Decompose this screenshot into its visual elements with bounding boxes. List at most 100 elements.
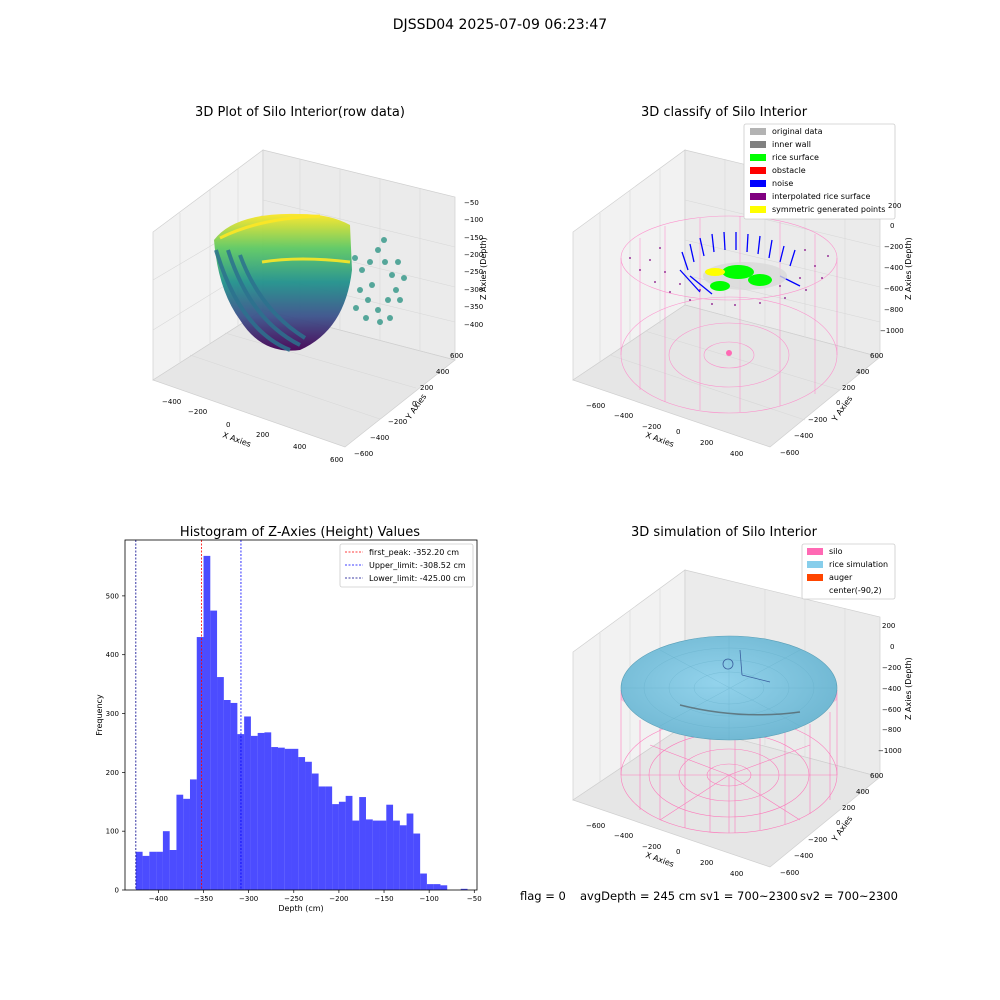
svg-text:−100: −100	[464, 216, 483, 224]
histogram-bar	[142, 855, 150, 890]
histogram-bar	[372, 820, 380, 890]
sim-y-label: Y Axies	[830, 814, 855, 844]
sim-x-ticks: −600 −400 −200 0 200 400	[586, 822, 743, 878]
panel-raw-3d: 3D Plot of Silo Interior(row data)	[152, 105, 488, 464]
raw-z-ticks: −50 −100 −150 −200 −250 −300 −350 −400	[464, 199, 483, 329]
svg-text:−200: −200	[188, 408, 207, 416]
histogram-bar	[217, 677, 224, 890]
svg-text:200: 200	[420, 384, 433, 392]
svg-text:−600: −600	[884, 285, 903, 293]
classify-symmetric-points	[705, 268, 725, 276]
y-tick-label: 200	[106, 769, 119, 777]
sim-rice-mesh	[621, 636, 837, 740]
classify-interpolated-points	[629, 247, 829, 306]
legend-swatch	[750, 141, 766, 148]
histogram-bar	[257, 732, 265, 890]
svg-text:−400: −400	[794, 432, 813, 440]
panel-classify-title: 3D classify of Silo Interior	[641, 105, 808, 120]
footer-flag: flag = 0	[520, 889, 566, 903]
svg-text:−200: −200	[642, 843, 661, 851]
svg-text:400: 400	[856, 368, 869, 376]
histogram-bar	[345, 795, 353, 890]
legend-swatch	[750, 167, 766, 174]
histogram-bar	[244, 716, 251, 890]
svg-text:−400: −400	[162, 398, 181, 406]
svg-text:200: 200	[256, 431, 269, 439]
legend-label: interpolated rice surface	[772, 192, 870, 201]
histogram-bar	[264, 732, 272, 890]
histogram-bar	[399, 825, 407, 890]
svg-text:200: 200	[888, 202, 901, 210]
x-tick-label: −200	[329, 895, 348, 903]
legend-label: inner wall	[772, 140, 811, 149]
svg-text:−400: −400	[614, 832, 633, 840]
svg-text:200: 200	[700, 439, 713, 447]
raw-z-label: Z Axies (Depth)	[479, 237, 488, 300]
sim-y-ticks: −600 −400 −200 0 200 400 600	[780, 772, 883, 877]
svg-text:−1000: −1000	[878, 747, 902, 755]
svg-text:−50: −50	[464, 199, 479, 207]
footer-sv1: sv1 = 700~2300	[700, 889, 798, 903]
sim-rice-depression	[679, 704, 801, 716]
sim-x-label: X Axies	[644, 850, 675, 869]
svg-text:200: 200	[700, 859, 713, 867]
sim-auger	[722, 649, 771, 683]
histogram-bar	[298, 757, 306, 890]
histogram-title: Histogram of Z-Axies (Height) Values	[180, 525, 420, 540]
svg-text:−200: −200	[642, 423, 661, 431]
sim-z-ticks: 200 0 −200 −400 −600 −800 −1000	[878, 622, 902, 755]
raw-y-ticks: −600 −400 −200 0 200 400 600	[354, 352, 463, 458]
legend-swatch	[750, 206, 766, 213]
svg-text:0: 0	[890, 643, 894, 651]
histogram-bar	[277, 747, 285, 890]
histogram-bars	[135, 555, 468, 890]
svg-text:400: 400	[436, 368, 449, 376]
histogram-bar	[359, 797, 366, 890]
footer-avg-depth: avgDepth = 245 cm	[580, 889, 697, 903]
svg-text:600: 600	[870, 352, 883, 360]
svg-text:−600: −600	[586, 402, 605, 410]
histogram-bar	[318, 786, 326, 890]
histogram-bar	[250, 735, 258, 890]
histogram-bar	[433, 884, 441, 890]
legend-label-lower-limit: Lower_limit: -425.00 cm	[369, 574, 466, 583]
histogram-bar	[183, 798, 190, 890]
histogram-bar	[210, 610, 218, 890]
svg-text:200: 200	[842, 384, 855, 392]
histogram-bar	[332, 804, 339, 890]
histogram-bar	[203, 555, 211, 890]
histogram-y-ticks: 0 100 200 300 400 500	[106, 592, 125, 895]
histogram-bar	[271, 747, 278, 890]
histogram-bar	[305, 761, 312, 890]
legend-label-first-peak: first_peak: -352.20 cm	[369, 548, 459, 557]
y-tick-label: 100	[106, 828, 119, 836]
legend-label: silo	[829, 547, 843, 556]
svg-text:600: 600	[330, 456, 343, 464]
x-tick-label: −50	[467, 895, 482, 903]
classify-noise-points	[679, 231, 801, 295]
svg-text:−200: −200	[808, 836, 827, 844]
svg-text:−250: −250	[464, 268, 483, 276]
histogram-bar	[291, 748, 299, 890]
histogram-frame	[124, 539, 478, 891]
histogram-vlines	[135, 540, 242, 890]
svg-text:−400: −400	[370, 434, 389, 442]
classify-y-ticks: −600 −400 −200 0 200 400 600	[780, 352, 883, 457]
svg-text:200: 200	[842, 804, 855, 812]
histogram-bar	[176, 794, 184, 890]
svg-text:−200: −200	[464, 251, 483, 259]
svg-text:−350: −350	[464, 303, 483, 311]
legend-swatch	[807, 561, 823, 568]
legend-label: center(-90,2)	[829, 586, 882, 595]
histogram-bar	[413, 833, 421, 890]
footer-sv2: sv2 = 700~2300	[800, 889, 898, 903]
svg-text:−400: −400	[464, 321, 483, 329]
svg-text:400: 400	[730, 870, 743, 878]
histogram-bar	[325, 786, 333, 890]
panel-classify-3d: 3D classify of Silo Interior	[572, 105, 913, 458]
histogram-bar	[406, 813, 414, 890]
classify-legend: original data inner wall rice surface ob…	[743, 123, 896, 220]
histogram-bar	[237, 734, 245, 890]
svg-text:−300: −300	[464, 286, 483, 294]
